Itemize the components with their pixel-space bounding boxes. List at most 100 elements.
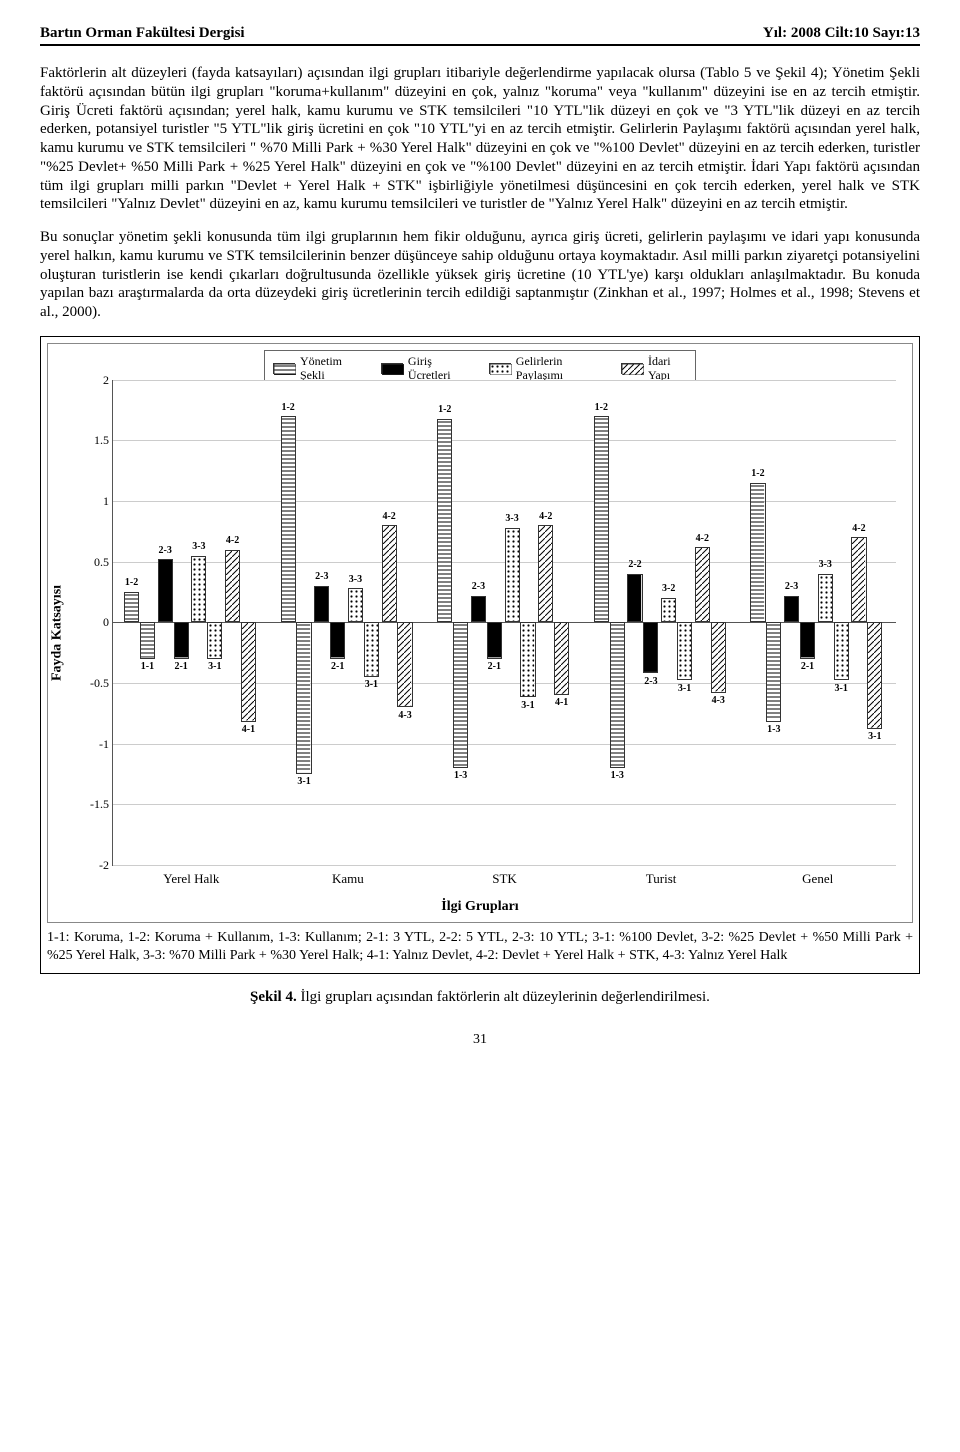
bar-label: 4-2 <box>539 511 552 523</box>
bar-label: 2-3 <box>785 581 798 593</box>
bar <box>348 588 363 622</box>
bar <box>643 622 658 673</box>
paragraph-1: Faktörlerin alt düzeyleri (fayda katsayı… <box>40 64 920 214</box>
bar-label: 3-1 <box>297 776 310 788</box>
x-category-label: STK <box>492 871 517 887</box>
bar <box>330 622 345 658</box>
bar <box>437 419 452 623</box>
bar-label: 4-2 <box>226 535 239 547</box>
bar-label: 1-2 <box>281 402 294 414</box>
bar <box>554 622 569 695</box>
bar-label: 1-3 <box>611 770 624 782</box>
bar-label: 3-1 <box>868 731 881 743</box>
bar-label: 1-3 <box>454 770 467 782</box>
bar-label: 3-2 <box>662 583 675 595</box>
bar <box>364 622 379 677</box>
legend-label: İdari Yapı <box>648 354 687 383</box>
figure-caption-text: İlgi grupları açısından faktörlerin alt … <box>297 989 710 1005</box>
x-category-label: Genel <box>802 871 833 887</box>
legend-item: İdari Yapı <box>621 354 687 383</box>
y-tick-label: 1 <box>79 494 109 508</box>
bar <box>140 622 155 658</box>
bar-label: 2-3 <box>315 571 328 583</box>
bar <box>766 622 781 721</box>
figure-label: Şekil 4. <box>250 989 297 1005</box>
y-tick-label: 0.5 <box>79 554 109 568</box>
bar <box>296 622 311 774</box>
bar <box>677 622 692 680</box>
bar <box>851 537 866 622</box>
bar <box>520 622 535 697</box>
bar <box>627 574 642 623</box>
bar <box>241 622 256 721</box>
legend-swatch <box>381 363 403 374</box>
bar <box>471 596 486 623</box>
y-axis-label: Fayda Katsayısı <box>50 585 67 681</box>
legend-item: Yönetim Şekli <box>273 354 359 383</box>
bar <box>225 550 240 623</box>
legend-swatch <box>273 363 295 374</box>
bar <box>453 622 468 768</box>
y-tick-label: -1 <box>79 736 109 750</box>
bar-label: 4-3 <box>712 695 725 707</box>
bar-label: 2-1 <box>331 661 344 673</box>
bar <box>711 622 726 692</box>
bar-label: 2-2 <box>628 559 641 571</box>
bar <box>314 586 329 622</box>
legend-swatch <box>621 363 643 374</box>
paragraph-2: Bu sonuçlar yönetim şekli konusunda tüm … <box>40 228 920 322</box>
x-axis-label: İlgi Grupları <box>441 899 518 916</box>
gridline <box>113 501 896 502</box>
bar-label: 1-2 <box>125 577 138 589</box>
bar <box>594 416 609 622</box>
x-category-label: Yerel Halk <box>163 871 219 887</box>
bar-label: 3-1 <box>208 661 221 673</box>
bar <box>750 483 765 622</box>
legend-item: Giriş Ücretleri <box>381 354 467 383</box>
y-tick-label: 1.5 <box>79 433 109 447</box>
bar <box>661 598 676 622</box>
bar <box>818 574 833 623</box>
x-category-label: Turist <box>646 871 677 887</box>
page-number: 31 <box>40 1032 920 1049</box>
gridline <box>113 440 896 441</box>
legend-swatch <box>489 363 511 374</box>
bar-label: 1-2 <box>438 404 451 416</box>
bar <box>487 622 502 658</box>
bar-label: 3-3 <box>819 559 832 571</box>
bar <box>505 528 520 623</box>
bar-label: 1-1 <box>141 661 154 673</box>
journal-name: Bartın Orman Fakültesi Dergisi <box>40 24 245 42</box>
bar-label: 1-2 <box>751 468 764 480</box>
legend-label: Giriş Ücretleri <box>408 354 467 383</box>
legend-item: Gelirlerin Paylaşımı <box>489 354 599 383</box>
bar-label: 2-1 <box>488 661 501 673</box>
bar <box>174 622 189 658</box>
page-header: Bartın Orman Fakültesi Dergisi Yıl: 2008… <box>40 24 920 46</box>
bar-label: 2-1 <box>801 661 814 673</box>
legend-label: Yönetim Şekli <box>300 354 359 383</box>
issue-info: Yıl: 2008 Cilt:10 Sayı:13 <box>763 24 920 42</box>
bar-label: 3-1 <box>678 683 691 695</box>
bar <box>158 559 173 622</box>
bar-label: 3-3 <box>192 541 205 553</box>
bar <box>695 547 710 622</box>
bar-label: 4-2 <box>696 533 709 545</box>
bar <box>382 525 397 622</box>
bar-label: 4-2 <box>382 511 395 523</box>
bar-label: 4-1 <box>555 697 568 709</box>
bar-label: 4-2 <box>852 523 865 535</box>
bar-label: 2-3 <box>159 545 172 557</box>
bar <box>800 622 815 658</box>
plot-area: -2-1.5-1-0.500.511.52Yerel Halk1-21-12-3… <box>112 380 896 866</box>
bar <box>281 416 296 622</box>
gridline <box>113 804 896 805</box>
gridline <box>113 744 896 745</box>
gridline <box>113 380 896 381</box>
y-tick-label: -0.5 <box>79 676 109 690</box>
y-tick-label: 2 <box>79 373 109 387</box>
bar <box>538 525 553 622</box>
bar <box>207 622 222 658</box>
bar-label: 3-3 <box>505 513 518 525</box>
chart-box: Yönetim Şekli Giriş Ücretleri Gelirlerin P… <box>47 343 913 923</box>
